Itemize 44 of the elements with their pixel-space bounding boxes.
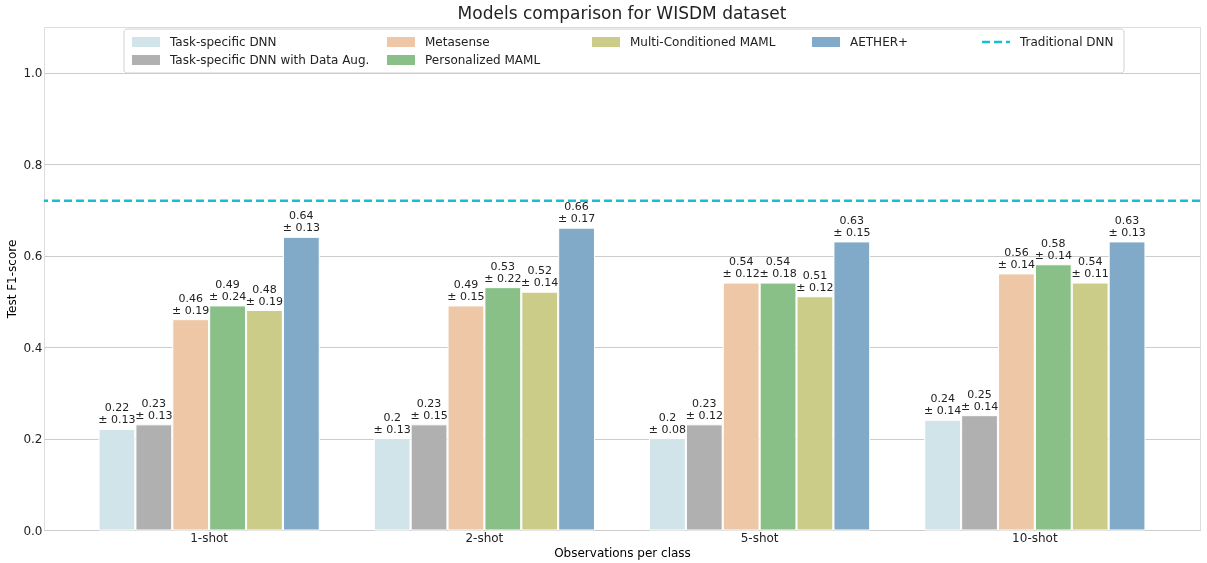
data-label: 0.49 ± 0.15 — [447, 277, 485, 303]
data-label: 0.49 ± 0.24 — [208, 277, 247, 303]
data-label: 0.51 ± 0.12 — [796, 268, 834, 294]
data-label: 0.58 ± 0.14 — [1034, 236, 1072, 262]
data-label: 0.23 ± 0.12 — [685, 396, 723, 422]
data-label: 0.54 ± 0.11 — [1071, 255, 1109, 281]
legend-label: Multi-Conditioned MAML — [630, 35, 776, 49]
data-label: 0.53 ± 0.22 — [484, 259, 522, 285]
chart-title: Models comparison for WISDM dataset — [457, 3, 787, 23]
x-tick-label: 1-shot — [190, 530, 229, 545]
data-label: 0.24 ± 0.14 — [924, 392, 962, 418]
data-label: 0.56 ± 0.14 — [997, 245, 1036, 271]
data-label: 0.46 ± 0.19 — [172, 291, 210, 317]
data-label: 0.23 ± 0.13 — [135, 396, 173, 422]
y-axis-title: Test F1-score — [5, 239, 20, 320]
x-tick-label: 5-shot — [740, 530, 779, 545]
legend-label: Traditional DNN — [1019, 35, 1114, 49]
y-tick-label: 0.8 — [23, 157, 43, 172]
data-label: 0.64 ± 0.13 — [282, 209, 320, 235]
data-label: 0.54 ± 0.12 — [722, 255, 760, 281]
data-label: 0.63 ± 0.15 — [833, 213, 871, 239]
y-tick-label: 0.6 — [23, 249, 43, 264]
data-label: 0.52 ± 0.14 — [521, 264, 559, 290]
x-axis-title: Observations per class — [554, 545, 691, 560]
data-label: 0.63 ± 0.13 — [1108, 213, 1146, 239]
data-label: 0.2 ± 0.13 — [373, 410, 411, 436]
legend-label: Task-specific DNN with Data Aug. — [169, 53, 370, 67]
data-label: 0.25 ± 0.14 — [960, 387, 999, 413]
data-label: 0.48 ± 0.19 — [245, 282, 284, 308]
x-tick-label: 2-shot — [465, 530, 504, 545]
y-tick-label: 1.0 — [23, 66, 43, 81]
y-tick-label: 0.2 — [23, 432, 43, 447]
legend-label: Task-specific DNN — [169, 35, 277, 49]
data-label: 0.22 ± 0.13 — [98, 401, 136, 427]
y-tick-label: 0.4 — [23, 340, 43, 355]
x-tick-label: 10-shot — [1012, 530, 1058, 545]
data-label: 0.23 ± 0.15 — [410, 396, 448, 422]
legend-label: Metasense — [425, 35, 490, 49]
legend-label: Personalized MAML — [425, 53, 541, 67]
data-label: 0.54 ± 0.18 — [759, 255, 797, 281]
legend-label: AETHER+ — [850, 35, 909, 49]
y-tick-label: 0.0 — [23, 523, 43, 538]
data-label: 0.2 ± 0.08 — [648, 410, 687, 436]
data-label: 0.66 ± 0.17 — [557, 200, 596, 226]
